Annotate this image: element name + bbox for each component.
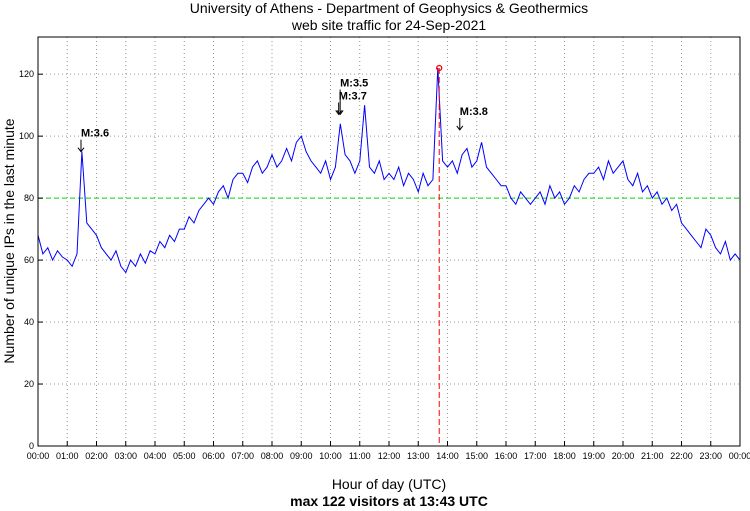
y-tick-label: 100 <box>19 131 34 141</box>
x-tick-label: 16:00 <box>495 451 518 461</box>
x-tick-label: 15:00 <box>465 451 488 461</box>
x-tick-label: 04:00 <box>144 451 167 461</box>
x-tick-label: 19:00 <box>582 451 605 461</box>
x-tick-label: 18:00 <box>553 451 576 461</box>
chart-title-line1: University of Athens - Department of Geo… <box>190 0 588 16</box>
y-tick-label: 40 <box>24 317 34 327</box>
axis-ticks: 00:00 01:00 02:00 03:00 04:00 05:00 06:00 07:00… <box>19 69 750 461</box>
x-tick-label: 08:00 <box>261 451 284 461</box>
annotation-label: M:3.6 <box>81 128 109 140</box>
x-axis-label: Hour of day (UTC) <box>332 476 446 492</box>
x-tick-label: 14:00 <box>436 451 459 461</box>
chart-title-line2: web site traffic for 24-Sep-2021 <box>291 17 487 33</box>
x-tick-label: 09:00 <box>290 451 313 461</box>
y-tick-label: 120 <box>19 69 34 79</box>
max-visitors-caption: max 122 visitors at 13:43 UTC <box>290 493 488 509</box>
x-tick-label: 01:00 <box>56 451 79 461</box>
x-tick-label: 02:00 <box>85 451 108 461</box>
y-tick-label: 60 <box>24 255 34 265</box>
x-tick-label: 17:00 <box>524 451 547 461</box>
annotation-label: M:3.5 <box>340 77 368 89</box>
annotation-arrowhead <box>336 110 344 116</box>
x-tick-label: 00:00 <box>27 451 50 461</box>
y-tick-label: 80 <box>24 193 34 203</box>
annotation-arrowhead <box>456 125 464 131</box>
max-point <box>436 64 443 72</box>
x-tick-label: 23:00 <box>699 451 722 461</box>
x-tick-label: 21:00 <box>641 451 664 461</box>
y-axis-label: Number of unique IPs in the last minute <box>1 118 17 363</box>
earthquake-annotations: M:3.6 M:3.7M:3.5 M:3.8 <box>77 77 488 153</box>
annotation-arrowhead <box>77 147 85 153</box>
x-tick-label: 13:00 <box>407 451 430 461</box>
x-tick-label: 06:00 <box>202 451 225 461</box>
grid <box>38 37 740 446</box>
x-tick-label: 00:00 <box>729 451 750 461</box>
max-marker <box>436 64 443 446</box>
annotation-label: M:3.7 <box>339 90 367 102</box>
x-tick-label: 10:00 <box>319 451 342 461</box>
annotation-label: M:3.8 <box>460 106 488 118</box>
x-tick-label: 22:00 <box>670 451 693 461</box>
x-tick-label: 03:00 <box>114 451 137 461</box>
annotation-arrowhead <box>335 110 343 116</box>
x-tick-label: 07:00 <box>231 451 254 461</box>
x-tick-label: 05:00 <box>173 451 196 461</box>
visitors-line <box>37 67 741 274</box>
series-visitors <box>37 67 741 274</box>
x-tick-label: 11:00 <box>349 451 371 461</box>
x-tick-label: 20:00 <box>612 451 635 461</box>
y-tick-label: 0 <box>29 441 34 451</box>
x-tick-label: 12:00 <box>378 451 401 461</box>
y-tick-label: 20 <box>24 379 34 389</box>
